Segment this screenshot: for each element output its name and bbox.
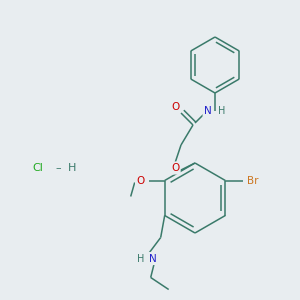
Text: O: O — [136, 176, 145, 185]
Text: Br: Br — [247, 176, 258, 185]
Text: N: N — [204, 106, 212, 116]
Text: –: – — [55, 163, 61, 173]
Text: N: N — [149, 254, 157, 263]
Text: H: H — [68, 163, 76, 173]
Text: H: H — [218, 106, 226, 116]
Text: H: H — [137, 254, 144, 263]
Text: O: O — [171, 163, 179, 173]
Text: O: O — [171, 102, 179, 112]
Text: Cl: Cl — [33, 163, 44, 173]
